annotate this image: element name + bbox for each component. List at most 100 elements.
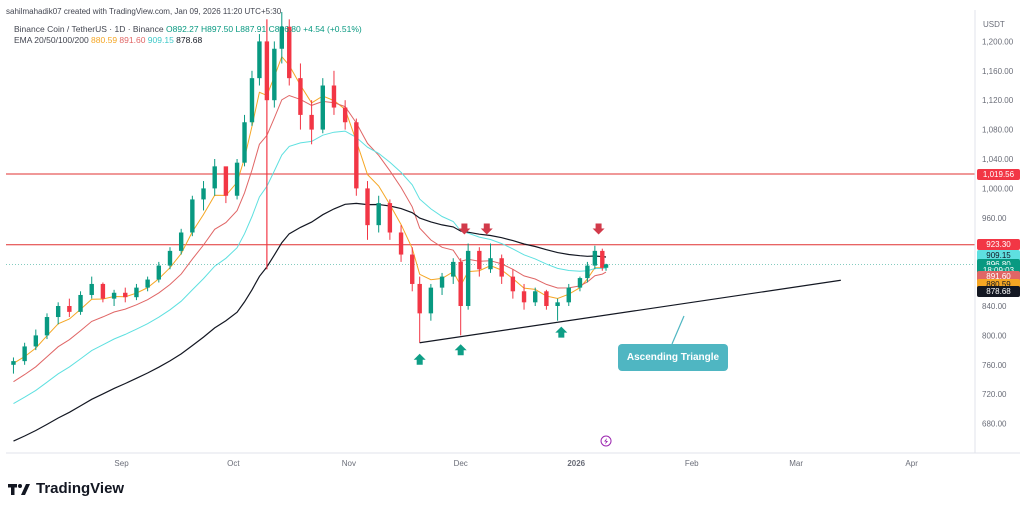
price-badge: 18:09:03	[977, 265, 1020, 277]
candle	[451, 258, 456, 284]
candle-body	[298, 78, 303, 115]
candle	[22, 342, 27, 365]
tradingview-logo: TradingView	[8, 480, 124, 497]
y-tick-label: 680.00	[982, 420, 1007, 429]
candle-body	[376, 203, 381, 226]
candle	[264, 19, 270, 270]
ema-legend: EMA 20/50/100/200 880.59 891.60 909.15 8…	[14, 35, 202, 46]
ema20-value: 880.59	[91, 35, 118, 45]
candle	[67, 298, 72, 318]
candle-body	[178, 232, 184, 251]
candle	[477, 247, 482, 277]
ema100-value: 909.15	[147, 35, 174, 45]
x-tick-label: Feb	[685, 459, 699, 468]
candle-body	[67, 306, 72, 312]
candle	[544, 289, 549, 310]
price-badge: 909.15	[977, 249, 1020, 261]
candle	[320, 78, 325, 134]
ema50-value: 891.60	[119, 35, 146, 45]
x-tick-label: Apr	[905, 459, 918, 468]
candle-body	[533, 291, 538, 303]
x-tick-label: 2026	[567, 459, 585, 468]
candle	[365, 181, 370, 240]
candle-body	[145, 279, 150, 288]
candle-body	[272, 48, 277, 101]
candle	[242, 114, 247, 167]
candle	[533, 287, 538, 306]
ohlc-open: O892.27	[166, 24, 199, 34]
candle-body	[279, 26, 284, 49]
candle	[287, 19, 292, 86]
candle-body	[451, 261, 456, 277]
candle-body	[417, 283, 422, 314]
arrow-markers	[413, 223, 612, 447]
candle-body	[600, 250, 605, 268]
y-tick-label: 760.00	[982, 361, 1007, 370]
candle-body	[11, 361, 16, 365]
candle-body	[354, 122, 359, 189]
tradingview-logo-text: TradingView	[36, 480, 125, 497]
candle	[11, 357, 16, 374]
candle-body	[100, 283, 106, 299]
y-tick-label: 1,120.00	[982, 96, 1014, 105]
candle-body	[242, 122, 247, 163]
candle-body	[234, 162, 240, 196]
candle-body	[555, 302, 560, 306]
candle	[78, 291, 83, 315]
event-icon	[600, 435, 612, 447]
candle-body	[264, 41, 270, 101]
candle-body	[78, 294, 83, 312]
candle	[190, 195, 195, 237]
candle	[212, 159, 217, 196]
candle	[257, 34, 262, 86]
candle	[521, 283, 527, 310]
ohlc-high: H897.50	[201, 24, 234, 34]
ema-lines	[13, 55, 607, 442]
candle-body	[592, 250, 598, 266]
candle	[488, 243, 493, 273]
horizontal-levels	[6, 19, 975, 270]
candle-body	[249, 78, 255, 123]
candle	[167, 247, 173, 270]
trendline	[419, 279, 841, 345]
up-arrow-icon	[413, 353, 426, 365]
candle	[428, 283, 434, 321]
candle-body	[585, 265, 590, 279]
candle	[145, 276, 150, 292]
candle	[223, 166, 229, 204]
candle-body	[477, 250, 482, 270]
x-tick-label: Nov	[342, 459, 356, 468]
x-tick-label: Oct	[227, 459, 240, 468]
candle	[585, 261, 590, 283]
candle	[499, 254, 504, 284]
y-tick-label: 720.00	[982, 390, 1007, 399]
candle-body	[387, 203, 393, 233]
down-arrow-icon	[592, 223, 605, 235]
candle-body	[55, 306, 61, 318]
y-tick-label: 1,200.00	[982, 37, 1014, 46]
price-badge: 880.59	[977, 278, 1020, 290]
ohlc-close: C896.80	[268, 24, 301, 34]
candle	[465, 243, 471, 310]
up-arrow-icon	[555, 326, 568, 338]
y-tick-label: 1,080.00	[982, 126, 1014, 135]
candle	[55, 302, 61, 325]
candle	[156, 261, 162, 283]
candle	[134, 283, 139, 301]
candle-body	[544, 291, 549, 306]
candle-body	[365, 188, 370, 226]
candle-body	[521, 291, 527, 303]
candle	[555, 298, 560, 321]
down-arrow-icon	[458, 223, 471, 235]
candle	[89, 276, 94, 299]
candle-body	[603, 264, 609, 268]
candle	[234, 159, 240, 200]
y-tick-label: 840.00	[982, 302, 1007, 311]
candle	[272, 41, 277, 108]
candle	[592, 245, 598, 270]
y-tick-label: 1,040.00	[982, 155, 1014, 164]
candle	[387, 199, 393, 240]
candle	[600, 248, 605, 271]
ascending-trendline	[419, 279, 841, 344]
